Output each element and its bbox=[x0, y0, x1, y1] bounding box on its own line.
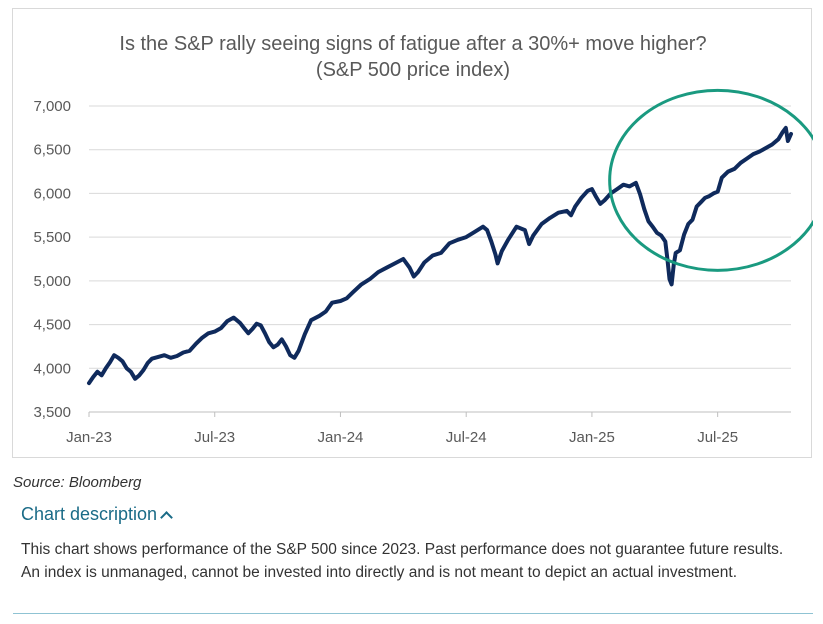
y-tick-label: 3,500 bbox=[33, 404, 71, 421]
y-tick-label: 6,500 bbox=[33, 142, 71, 159]
y-tick-label: 6,000 bbox=[33, 185, 71, 202]
annotation-layer bbox=[608, 88, 813, 272]
y-tick-label: 5,000 bbox=[33, 273, 71, 290]
y-tick-label: 7,000 bbox=[33, 98, 71, 115]
divider bbox=[13, 613, 813, 614]
chart-description-label: Chart description bbox=[21, 504, 158, 524]
sp500-line-chart: Is the S&P rally seeing signs of fatigue… bbox=[33, 33, 813, 446]
chevron-up-icon bbox=[160, 510, 173, 524]
chart-subtitle: (S&P 500 price index) bbox=[316, 59, 510, 81]
grid-lines bbox=[89, 105, 791, 413]
x-tick-label: Jan-24 bbox=[318, 429, 364, 446]
chart-description-toggle[interactable]: Chart description bbox=[21, 504, 173, 525]
series-layer bbox=[87, 125, 793, 386]
x-tick-label: Jan-25 bbox=[569, 429, 615, 446]
y-tick-label: 4,000 bbox=[33, 360, 71, 377]
x-tick-label: Jul-25 bbox=[697, 429, 738, 446]
chart-title: Is the S&P rally seeing signs of fatigue… bbox=[119, 33, 706, 55]
x-tick-label: Jul-23 bbox=[194, 429, 235, 446]
sp500-series-line bbox=[87, 125, 793, 386]
chart-description-text: This chart shows performance of the S&P … bbox=[21, 541, 784, 581]
x-tick-label: Jan-23 bbox=[66, 429, 112, 446]
source-note: Source: Bloomberg bbox=[13, 474, 142, 491]
axes: 3,500 4,000 4,500 5,000 5,500 6,000 6,500 7,000… bbox=[33, 98, 738, 446]
y-tick-label: 5,500 bbox=[33, 229, 71, 246]
highlight-ellipse bbox=[608, 88, 813, 272]
chart-frame: Is the S&P rally seeing signs of fatigue… bbox=[12, 8, 813, 458]
y-tick-label: 4,500 bbox=[33, 317, 71, 334]
x-tick-label: Jul-24 bbox=[446, 429, 487, 446]
